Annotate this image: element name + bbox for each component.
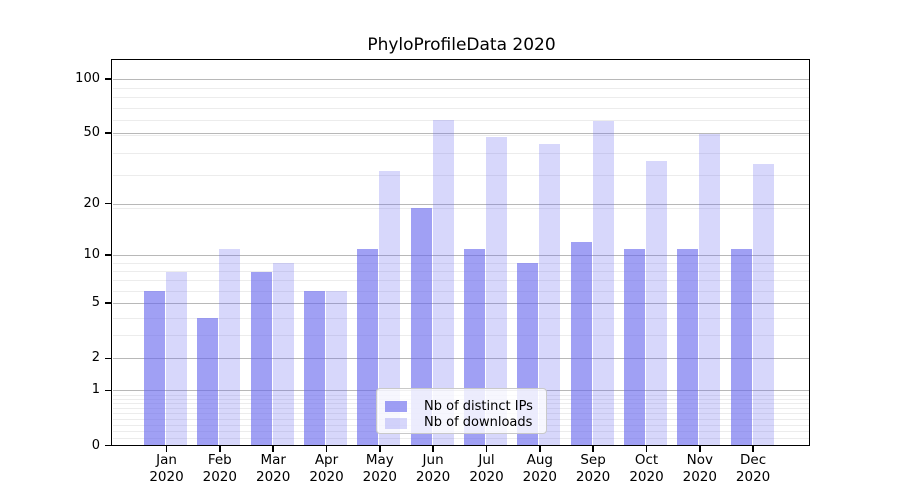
gridline-major-10	[113, 255, 810, 256]
gridline-major-5	[113, 303, 810, 305]
bar-ips-sep	[570, 242, 592, 446]
gridline-minor	[113, 290, 810, 292]
x-tick-label-sep: Sep 2020	[575, 452, 611, 485]
chart-title: PhyloProfileData 2020	[367, 35, 556, 55]
gridline-minor	[113, 335, 810, 337]
gridline-major-100	[113, 78, 810, 80]
y-tick-0	[105, 444, 112, 447]
bar-downloads-feb	[219, 248, 241, 446]
x-tick-label-nov: Nov 2020	[682, 452, 717, 485]
legend-label-distinct-ips: Nb of distinct IPs	[424, 398, 533, 414]
bar-downloads-sep	[592, 120, 614, 446]
bar-downloads-jan	[166, 271, 187, 446]
legend-label-downloads: Nb of downloads	[424, 415, 533, 430]
gridline-minor	[113, 207, 810, 209]
legend-swatch-downloads	[385, 417, 407, 429]
x-tick-may	[379, 446, 381, 452]
legend: Nb of distinct IPs Nb of downloads	[376, 388, 547, 434]
y-tick-50	[105, 132, 112, 134]
x-tick-jul	[485, 446, 488, 452]
bar-downloads-jun	[432, 119, 454, 446]
gridline-minor	[113, 88, 810, 90]
gridline-minor	[113, 120, 810, 122]
bar-downloads-jul	[486, 136, 507, 446]
gridline-minor	[113, 317, 810, 319]
bar-downloads-may	[379, 170, 401, 446]
gridline-major-20	[113, 203, 810, 205]
x-tick-label-dec: Dec 2020	[735, 452, 771, 485]
y-tick-5	[105, 302, 112, 304]
bar-ips-jan	[144, 291, 165, 446]
gridline-minor	[113, 262, 810, 264]
x-tick-label-mar: Mar 2020	[256, 452, 291, 485]
x-tick-apr	[325, 446, 328, 452]
x-tick-mar	[272, 446, 274, 452]
y-tick-label-2: 2	[91, 350, 100, 366]
bar-ips-jun	[410, 208, 432, 446]
bar-downloads-dec	[752, 163, 774, 446]
y-tick-label-100: 100	[75, 70, 100, 86]
gridline-minor	[113, 271, 810, 272]
bar-ips-feb	[197, 318, 219, 446]
y-tick-label-1: 1	[91, 382, 100, 398]
x-tick-nov	[699, 446, 701, 452]
x-tick-oct	[645, 446, 648, 452]
y-tick-20	[105, 202, 112, 205]
gridline-minor	[113, 108, 810, 109]
gridline-minor	[113, 175, 810, 177]
x-tick-label-jun: Jun 2020	[415, 452, 451, 485]
y-tick-label-50: 50	[83, 125, 100, 141]
y-tick-100	[105, 78, 112, 80]
x-tick-label-apr: Apr 2020	[309, 452, 344, 485]
x-tick-label-feb: Feb 2020	[202, 452, 237, 485]
y-tick-2	[105, 357, 112, 359]
legend-swatch-distinct-ips	[385, 401, 407, 412]
gridline-minor	[113, 437, 810, 439]
bar-downloads-apr	[326, 291, 347, 446]
y-tick-label-20: 20	[83, 195, 100, 211]
x-tick-dec	[752, 446, 754, 452]
bar-ips-nov	[677, 248, 699, 446]
bar-ips-dec	[730, 248, 752, 446]
x-tick-label-jan: Jan 2020	[149, 452, 184, 485]
gridline-minor	[113, 134, 810, 136]
x-tick-jun	[432, 446, 434, 452]
bar-downloads-nov	[699, 133, 721, 446]
x-tick-label-jul: Jul 2020	[469, 452, 504, 485]
bar-downloads-oct	[646, 161, 667, 446]
y-tick-label-10: 10	[83, 247, 100, 262]
y-tick-label-0: 0	[91, 437, 100, 453]
gridline-major-2	[113, 358, 810, 360]
gridline-minor	[113, 97, 810, 99]
bar-ips-may	[357, 248, 379, 446]
x-tick-feb	[219, 446, 221, 452]
bar-ips-oct	[624, 248, 645, 446]
bar-downloads-mar	[272, 263, 294, 446]
x-tick-sep	[592, 446, 594, 452]
x-tick-label-oct: Oct 2020	[629, 452, 664, 485]
gridline-minor	[113, 152, 810, 154]
y-tick-1	[105, 389, 112, 392]
y-tick-label-5: 5	[91, 295, 100, 311]
gridline-minor	[113, 280, 810, 282]
bar-ips-mar	[250, 271, 272, 446]
x-tick-jan	[165, 446, 168, 452]
y-tick-10	[105, 254, 112, 256]
x-tick-label-aug: Aug 2020	[522, 452, 557, 485]
x-tick-label-may: May 2020	[362, 452, 397, 485]
bar-downloads-aug	[539, 143, 561, 446]
gridline-major-50	[113, 133, 810, 135]
bar-ips-apr	[304, 291, 325, 446]
x-tick-aug	[539, 446, 541, 452]
